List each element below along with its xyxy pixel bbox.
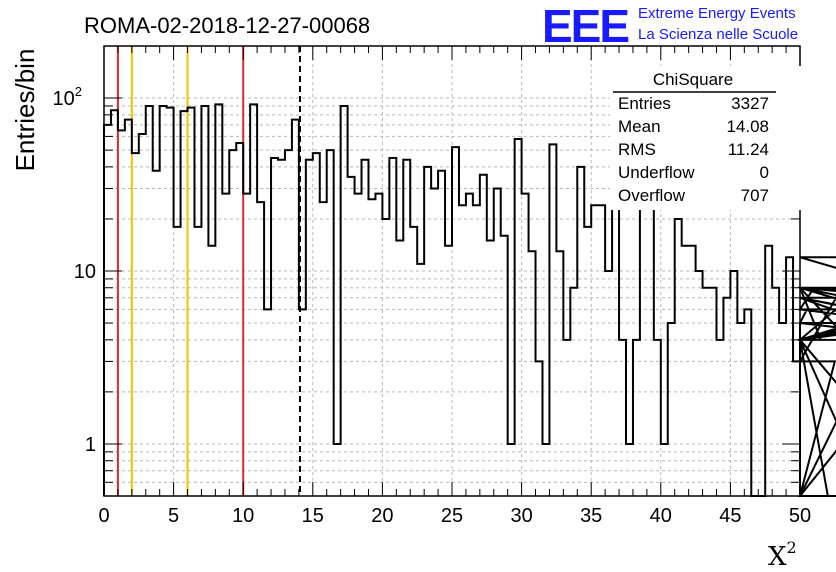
x-tick-label: 30 — [510, 505, 532, 527]
y-axis-title: Entries/bin — [10, 49, 40, 172]
logo-line-2: La Scienza nelle Scuole — [638, 26, 798, 43]
y-tick-label-sup: 2 — [75, 84, 82, 99]
x-axis-title: X2 — [768, 538, 797, 572]
y-tick-label: 10 — [74, 261, 96, 283]
x-tick-label: 45 — [719, 505, 741, 527]
stats-value: 11.24 — [728, 140, 769, 159]
stats-rows: Entries 3327 Mean 14.08 RMS 11.24 Underflow 0 Ov… — [618, 94, 769, 205]
x-tick-label: 40 — [650, 505, 672, 527]
logo-line-1: Extreme Energy Events — [638, 5, 796, 22]
x-tick-label: 10 — [232, 505, 254, 527]
x-tick-label: 25 — [441, 505, 463, 527]
stats-value: 3327 — [731, 94, 769, 113]
stats-label: Underflow — [618, 163, 695, 182]
x-tick-label: 50 — [789, 505, 811, 527]
histogram-line — [103, 103, 836, 497]
x-tick-label: 0 — [98, 505, 109, 527]
x-tick-label: 20 — [371, 505, 393, 527]
stats-value: 707 — [741, 186, 769, 205]
x-axis-ticks: 0 5 10 15 20 25 30 35 40 45 50 — [98, 46, 811, 527]
stats-value: 0 — [760, 163, 769, 182]
x-tick-label: 15 — [302, 505, 324, 527]
y-tick-label-base: 10 — [53, 88, 75, 110]
stats-label: Overflow — [618, 186, 686, 205]
chart-title: ROMA-02-2018-12-27-00068 — [84, 13, 370, 38]
logo-mark: EEE — [542, 0, 628, 52]
stats-label: RMS — [618, 140, 656, 159]
stats-box-background — [610, 66, 804, 210]
x-axis-title-base: X — [768, 542, 787, 572]
stats-title: ChiSquare — [653, 70, 733, 89]
stats-label: Mean — [618, 117, 661, 136]
stats-value: 14.08 — [726, 117, 769, 136]
y-tick-label: 1 — [85, 434, 96, 456]
x-tick-label: 5 — [168, 505, 179, 527]
eee-logo: EEE Extreme Energy Events La Scienza nel… — [542, 0, 798, 52]
x-axis-title-sup: 2 — [787, 538, 797, 557]
stats-label: Entries — [618, 94, 671, 113]
stats-box: ChiSquare Entries 3327 Mean 14.08 RMS 11.24 Un… — [610, 66, 804, 210]
x-tick-label: 35 — [580, 505, 602, 527]
y-tick-label: 102 — [53, 84, 82, 110]
